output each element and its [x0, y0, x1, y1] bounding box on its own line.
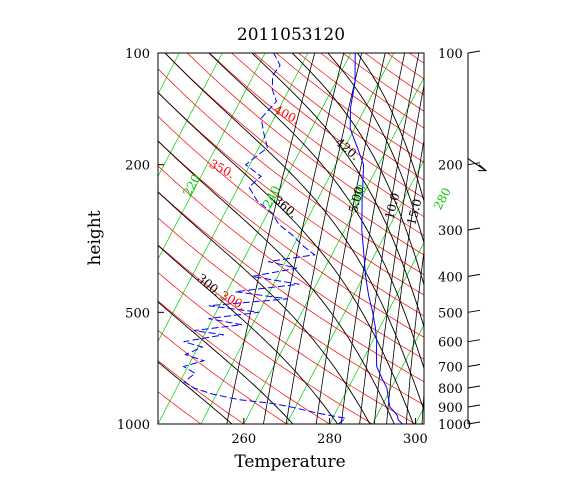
- moist-adiabat-line: [208, 53, 424, 370]
- moist-adiabat-line: [158, 361, 233, 424]
- wind-barb-tick: [467, 421, 481, 425]
- y-tick-label: 1000: [117, 418, 150, 433]
- isentrope-line: [158, 140, 424, 338]
- x-tick-label: 300: [403, 432, 428, 447]
- wind-barb-tick: [467, 309, 481, 313]
- y-right-tick-label: 200: [438, 159, 463, 174]
- y-axis-left-ticks: 100 200 500 1000: [117, 47, 164, 433]
- x-axis-label: Temperature: [234, 452, 345, 472]
- isentrope-line: [158, 68, 424, 276]
- y-right-tick-label: 500: [438, 306, 463, 321]
- temperature-profile: [349, 53, 403, 424]
- x-tick-label: 280: [317, 432, 342, 447]
- moist-adiabat-line: [158, 301, 294, 424]
- mixing-ratio-line: [340, 53, 406, 424]
- moist-adiabat-line: [251, 53, 424, 328]
- isentrope-line: [158, 329, 287, 424]
- wind-barb-tick: [467, 162, 481, 166]
- y-axis-label: height: [85, 210, 105, 265]
- dewpoint-profile: [182, 53, 347, 424]
- y-tick-label: 500: [125, 306, 150, 321]
- x-axis-ticks: 260 280 300: [231, 418, 428, 447]
- moist-adiabat-line: [158, 91, 414, 424]
- wind-barb-arrowhead: [478, 164, 488, 172]
- isentrope-line: [209, 53, 424, 218]
- wind-barb-tick: [467, 385, 481, 389]
- isentrope-line: [158, 391, 202, 424]
- isentrope-line: [164, 53, 424, 256]
- y-tick-label: 100: [125, 47, 150, 62]
- isentrope-line: [158, 360, 244, 424]
- mixing-ratio-line: [359, 53, 420, 424]
- mixing-ratio-label: 5.00: [346, 185, 366, 214]
- wind-barb-tick: [467, 339, 481, 343]
- isotherm-line: [286, 159, 424, 424]
- y-tick-label: 200: [125, 159, 150, 174]
- wind-barb-tick: [467, 273, 481, 277]
- isentrope-line: [158, 217, 424, 406]
- y-right-tick-label: 400: [438, 270, 463, 285]
- sounding-series: [182, 53, 403, 424]
- moist-adiabat-line: [291, 53, 424, 287]
- wind-barb-tick: [467, 50, 481, 54]
- isotherm-line: [329, 241, 424, 424]
- isotherm-line: [372, 324, 424, 424]
- moist-adiabat-line: [158, 244, 338, 424]
- mixing-ratio-line: [315, 53, 386, 424]
- y-right-tick-label: 100: [438, 47, 463, 62]
- chart-title: 2011053120: [237, 25, 345, 45]
- wind-barb-tick: [467, 364, 481, 368]
- isotherm-line: [158, 53, 266, 260]
- mixing-ratio-label: 15.0: [404, 197, 424, 226]
- y-right-tick-label: 1000: [438, 418, 471, 433]
- wind-barb-tick: [467, 227, 481, 231]
- moist-adiabat-line: [158, 140, 395, 424]
- mixing-ratio-line: [285, 53, 363, 424]
- mixing-ratio-line: [386, 137, 424, 424]
- y-right-tick-label: 300: [438, 224, 463, 239]
- isentrope-line: [158, 244, 416, 424]
- y-right-tick-label: 800: [438, 382, 463, 397]
- y-right-tick-label: 900: [438, 401, 463, 416]
- x-tick-label: 260: [231, 432, 256, 447]
- mixing-ratio-line: [263, 53, 345, 424]
- mixing-ratio-line: [373, 83, 424, 424]
- isotherm-line: [243, 76, 424, 424]
- mixing-ratio-label: 10.0: [382, 191, 402, 220]
- y-right-tick-label: 700: [438, 361, 463, 376]
- moist-adiabat-line: [164, 53, 424, 412]
- y-right-tick-label: 600: [438, 336, 463, 351]
- isentrope-line: [158, 272, 373, 424]
- isotherm-line: [158, 53, 309, 343]
- moist-adiabat-line: [327, 53, 424, 245]
- isentrope-line: [158, 115, 424, 317]
- y-axis-right-ticks: 100 200 300 400 500 600 700 800 900 1000: [438, 47, 488, 433]
- isentrope-line: [158, 91, 424, 296]
- wind-barb-tick: [467, 404, 481, 408]
- mixing-ratio-line: [405, 248, 424, 424]
- isentrope-line: [187, 53, 424, 237]
- isentrope-line: [158, 300, 330, 424]
- plot-frame: [157, 52, 425, 425]
